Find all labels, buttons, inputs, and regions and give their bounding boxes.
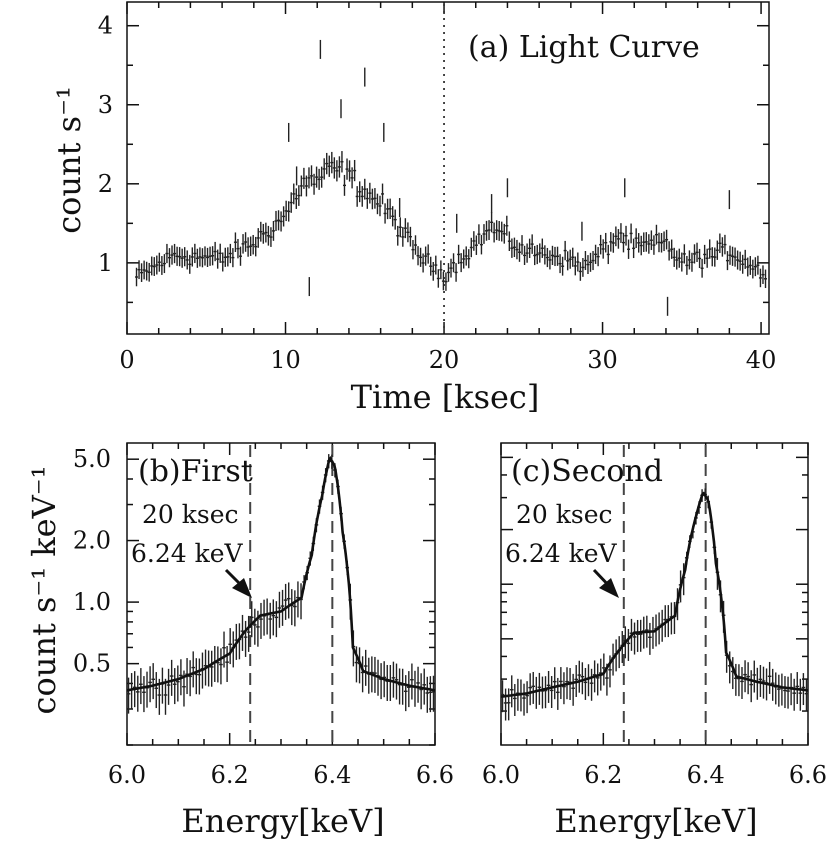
panel-b-ytick-label: 1.0 [73, 588, 111, 616]
panel-c-xlabel: Energy[keV] [554, 802, 757, 840]
panel-b-xlabel: Energy[keV] [181, 802, 384, 840]
panel-a-xtick-label: 0 [119, 346, 134, 374]
panel-c-subtitle: 20 ksec [516, 500, 613, 529]
panel-c-xtick-label: 6.6 [789, 761, 827, 789]
panel-b: 6.0 6.2 6.4 6.6 0.5 1.0 2.0 5.0 (b)First 20 ks… [25, 442, 454, 840]
panel-a-ytick-label: 1 [98, 249, 113, 277]
panel-a-xtick-label: 30 [587, 346, 618, 374]
panel-a-data-points [135, 39, 768, 316]
panel-a-xtick-labels: 0 10 20 30 40 [119, 346, 776, 374]
panel-b-arrow [224, 568, 252, 598]
panel-a-xtick-label: 40 [746, 346, 777, 374]
panel-c-xtick-label: 6.0 [482, 761, 520, 789]
panel-c-reference-lines [622, 445, 707, 743]
panel-b-annotation: 6.24 keV [131, 539, 244, 568]
panel-c-data-points [500, 488, 809, 721]
panel-b-subtitle: 20 ksec [142, 500, 239, 529]
panel-a-frame [126, 1, 770, 335]
panel-b-ylabel: count s⁻¹ keV⁻¹ [25, 466, 63, 715]
panel-b-ytick-label: 0.5 [73, 650, 111, 678]
panel-a-xlabel: Time [ksec] [351, 378, 540, 416]
panel-b-model-curve [126, 456, 436, 692]
panel-c-title: (c)Second [511, 454, 663, 489]
panel-b-xtick-label: 6.2 [211, 761, 249, 789]
panel-a-ytick-label: 4 [98, 12, 113, 40]
panel-a-ytick-label: 3 [98, 91, 113, 119]
panel-b-xtick-labels: 6.0 6.2 6.4 6.6 [108, 761, 454, 789]
panel-a: 0 10 20 30 40 1 2 3 4 (a) Light Curve Time [kse… [50, 1, 776, 416]
panel-b-ticks [126, 443, 436, 746]
panel-b-reference-lines [249, 445, 334, 743]
panel-c-xtick-label: 6.4 [687, 761, 725, 789]
panel-b-ytick-label: 5.0 [73, 445, 111, 473]
panel-a-xtick-label: 10 [270, 346, 301, 374]
panel-c-ticks [500, 443, 809, 745]
panel-b-xtick-label: 6.4 [313, 761, 351, 789]
panel-a-ytick-labels: 1 2 3 4 [98, 12, 113, 277]
panel-a-ticks [126, 2, 769, 334]
panel-a-title: (a) Light Curve [468, 30, 700, 65]
panel-b-ytick-labels: 0.5 1.0 2.0 5.0 [73, 445, 111, 677]
panel-a-ylabel: count s⁻¹ [50, 86, 88, 234]
panel-c-xtick-label: 6.2 [584, 761, 622, 789]
panel-b-xtick-label: 6.0 [108, 761, 146, 789]
panel-c: 6.0 6.2 6.4 6.6 (c)Second 20 ksec 6.24 keV … [482, 442, 827, 840]
panel-c-annotation: 6.24 keV [505, 539, 618, 568]
panel-c-xtick-labels: 6.0 6.2 6.4 6.6 [482, 761, 827, 789]
panel-b-xtick-label: 6.6 [416, 761, 454, 789]
panel-a-ytick-label: 2 [98, 170, 113, 198]
panel-b-data-points [126, 454, 436, 715]
panel-c-model-curve [500, 491, 809, 698]
panel-b-ytick-label: 2.0 [73, 527, 111, 555]
panel-c-arrow [592, 568, 619, 598]
panel-a-xtick-label: 20 [429, 346, 460, 374]
panel-b-title: (b)First [138, 454, 253, 489]
